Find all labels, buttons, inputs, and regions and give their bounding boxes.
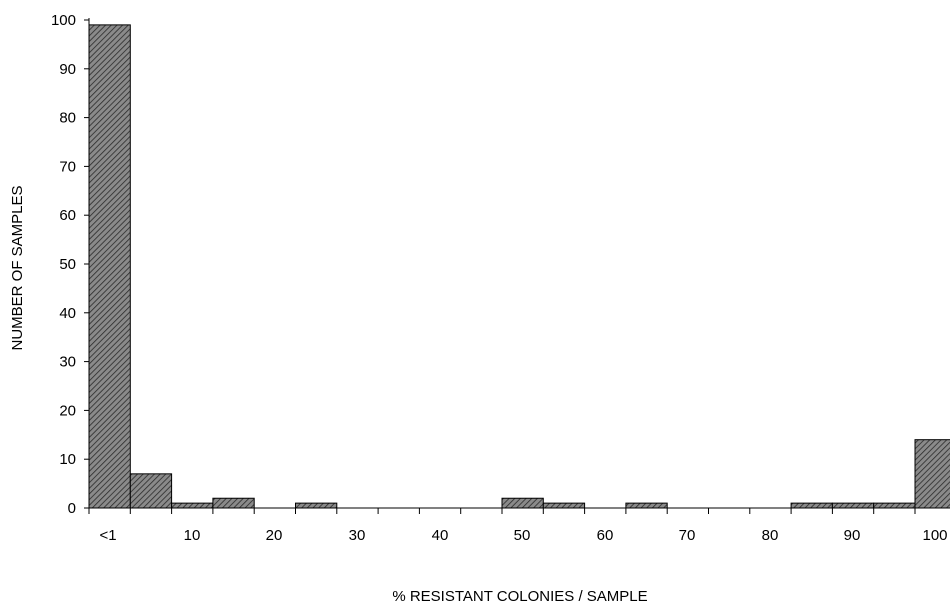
axes-group <box>84 18 950 514</box>
y-tick-label: 0 <box>68 500 76 517</box>
bar-17 <box>790 502 833 509</box>
bars-group <box>88 24 950 509</box>
bar-3 <box>212 497 255 509</box>
bar-5 <box>295 502 338 509</box>
y-axis-title: NUMBER OF SAMPLES <box>9 185 26 350</box>
x-tick-labels: <1 10 20 30 40 50 60 70 80 90 100 <box>99 527 947 544</box>
bar-20 <box>914 439 950 509</box>
x-axis-title: % RESISTANT COLONIES / SAMPLE <box>392 588 647 605</box>
y-tick-label: 30 <box>59 354 76 371</box>
bar-13 <box>625 502 668 509</box>
x-tick-label: 100 <box>922 527 947 544</box>
bar-1 <box>129 473 173 509</box>
y-tick-label: 60 <box>59 207 76 224</box>
x-tick-label: 40 <box>432 527 449 544</box>
y-tick-label: 50 <box>59 256 76 273</box>
bar-10 <box>501 497 544 509</box>
x-tick-label: 20 <box>266 527 283 544</box>
x-tick-label: 30 <box>349 527 366 544</box>
x-tick-label: 80 <box>762 527 779 544</box>
y-tick-label: 90 <box>59 61 76 78</box>
x-tick-label: 10 <box>184 527 201 544</box>
bar-18 <box>831 502 875 509</box>
y-tick-labels: 0 10 20 30 40 50 60 70 80 90 100 <box>51 12 76 517</box>
x-tick-label: 50 <box>514 527 531 544</box>
y-tick-label: 40 <box>59 305 76 322</box>
y-tick-label: 100 <box>51 12 76 29</box>
y-tick-label: 80 <box>59 110 76 127</box>
x-tick-label: 70 <box>679 527 696 544</box>
x-tick-label: 60 <box>597 527 614 544</box>
bar-19 <box>873 502 916 509</box>
y-tick-label: 20 <box>59 402 76 419</box>
x-tick-label: <1 <box>99 527 116 544</box>
bar-0 <box>88 24 131 509</box>
bar-2 <box>171 502 214 509</box>
y-tick-label: 10 <box>59 451 76 468</box>
y-tick-label: 70 <box>59 158 76 175</box>
bar-11 <box>542 502 586 509</box>
x-tick-label: 90 <box>844 527 861 544</box>
